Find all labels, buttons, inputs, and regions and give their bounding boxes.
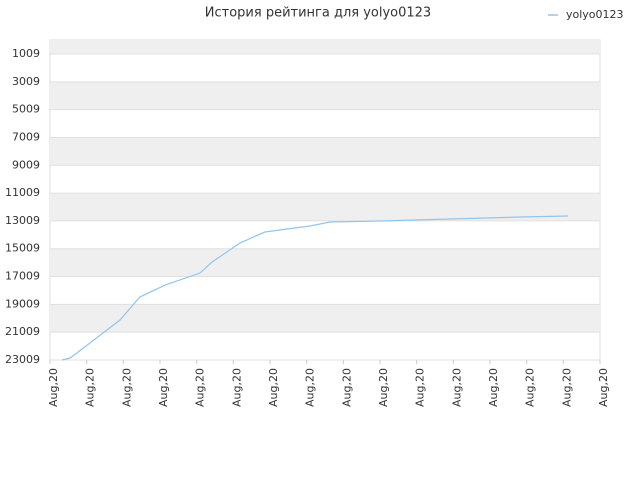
y-tick-label: 21009 bbox=[5, 325, 40, 338]
grid-band bbox=[50, 304, 600, 333]
x-tick-label: Aug,20 bbox=[304, 368, 317, 407]
y-tick-label: 19009 bbox=[5, 297, 40, 310]
line bbox=[61, 215, 569, 361]
x-tick-label: Aug,20 bbox=[340, 368, 353, 407]
chart-title: История рейтинга для yolyo0123 bbox=[205, 6, 431, 21]
x-tick-label: Aug,20 bbox=[194, 368, 207, 407]
y-tick-label: 5009 bbox=[12, 103, 40, 116]
x-tick-label: Aug,20 bbox=[450, 368, 463, 407]
x-tick-label: Aug,20 bbox=[230, 368, 243, 407]
x-tick-label: Aug,20 bbox=[597, 368, 610, 407]
y-tick-label: 17009 bbox=[5, 270, 40, 283]
x-tick-label: Aug,20 bbox=[560, 368, 573, 407]
y-tick-label: 1009 bbox=[12, 47, 40, 60]
x-tick-label: Aug,20 bbox=[414, 368, 427, 407]
x-tick-label: Aug,20 bbox=[120, 368, 133, 407]
y-tick-label: 7009 bbox=[12, 130, 40, 143]
y-tick-label: 13009 bbox=[5, 214, 40, 227]
y-tick-label: 9009 bbox=[12, 158, 40, 171]
x-tick-label: Aug,20 bbox=[47, 368, 60, 407]
grid-band bbox=[50, 137, 600, 166]
y-tick-label: 15009 bbox=[5, 242, 40, 255]
x-tick-label: Aug,20 bbox=[524, 368, 537, 407]
grid-band bbox=[50, 193, 600, 221]
x-tick-label: Aug,20 bbox=[84, 368, 97, 407]
grid-band bbox=[50, 81, 600, 110]
x-tick-label: Aug,20 bbox=[377, 368, 390, 407]
grid-band bbox=[50, 40, 600, 55]
y-tick-label: 23009 bbox=[5, 353, 40, 366]
y-tick-label: 3009 bbox=[12, 75, 40, 88]
legend-label: yolyo0123 bbox=[566, 8, 624, 21]
x-tick-label: Aug,20 bbox=[157, 368, 170, 407]
grid-band bbox=[50, 248, 600, 277]
x-tick-label: Aug,20 bbox=[487, 368, 500, 407]
y-tick-label: 11009 bbox=[5, 186, 40, 199]
x-tick-label: Aug,20 bbox=[267, 368, 280, 407]
